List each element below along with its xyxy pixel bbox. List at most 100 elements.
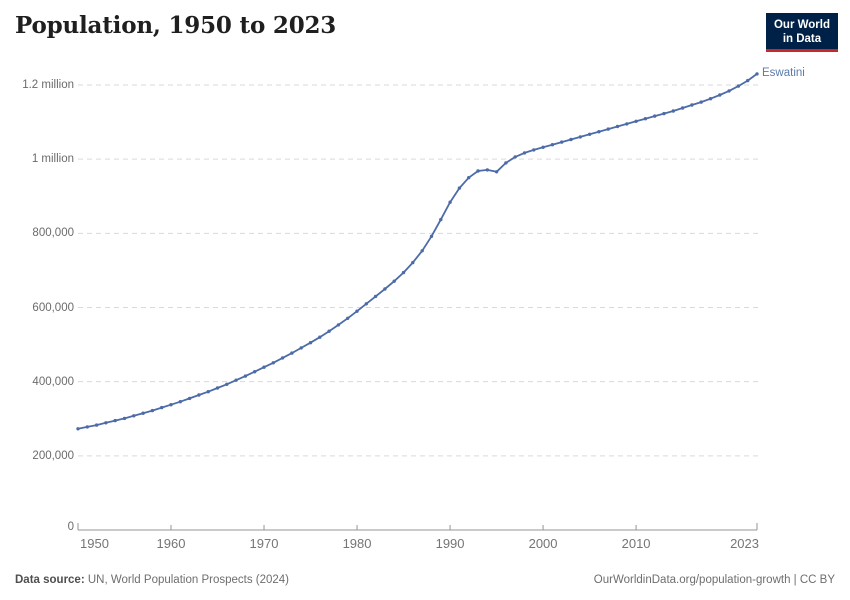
data-point-marker[interactable] (383, 287, 387, 291)
data-point-marker[interactable] (653, 114, 657, 118)
y-tick-label: 600,000 (32, 301, 74, 314)
data-point-marker[interactable] (392, 279, 396, 283)
data-point-marker[interactable] (550, 143, 555, 147)
data-point-marker[interactable] (513, 155, 517, 159)
entity-label-eswatini: Eswatini (762, 66, 805, 79)
data-point-marker[interactable] (755, 72, 759, 76)
data-point-marker[interactable] (206, 390, 210, 394)
x-tick-label: 1960 (156, 536, 186, 551)
data-point-marker[interactable] (522, 151, 527, 155)
data-point-marker[interactable] (364, 302, 368, 306)
data-point-marker[interactable] (94, 423, 99, 427)
data-point-marker[interactable] (625, 122, 629, 126)
data-point-marker[interactable] (467, 176, 471, 180)
data-point-marker[interactable] (150, 408, 155, 413)
data-point-marker[interactable] (308, 341, 313, 345)
data-point-marker[interactable] (671, 109, 675, 113)
data-point-marker[interactable] (746, 78, 750, 83)
data-point-marker[interactable] (299, 346, 303, 350)
data-point-marker[interactable] (504, 161, 508, 165)
footer-citation-link[interactable]: OurWorldinData.org/population-growth | C… (593, 574, 835, 586)
data-point-marker[interactable] (373, 294, 378, 299)
data-point-marker[interactable] (429, 234, 434, 238)
x-tick-label: 2023 (730, 536, 759, 551)
data-point-marker[interactable] (708, 97, 713, 101)
data-point-marker[interactable] (532, 148, 536, 152)
data-point-marker[interactable] (736, 84, 741, 88)
owid-logo[interactable]: Our World in Data (765, 13, 838, 52)
data-point-marker[interactable] (643, 117, 648, 121)
x-tick-label: 1970 (249, 536, 279, 551)
data-point-marker[interactable] (690, 103, 694, 107)
data-point-marker[interactable] (597, 130, 601, 134)
data-point-marker[interactable] (132, 414, 136, 418)
data-point-marker[interactable] (327, 329, 331, 333)
data-point-marker[interactable] (355, 309, 359, 313)
data-point-marker[interactable] (560, 140, 564, 144)
data-point-marker[interactable] (680, 106, 685, 110)
data-source-note: Data source: UN, World Population Prospe… (15, 574, 289, 586)
population-line[interactable] (77, 73, 758, 430)
x-tick-label: 1950 (80, 536, 109, 551)
data-point-marker[interactable] (178, 400, 182, 404)
data-point-marker[interactable] (634, 119, 638, 124)
page-title: Population, 1950 to 2023 (15, 12, 337, 39)
data-point-marker[interactable] (587, 132, 592, 136)
y-tick-label: 1 million (31, 153, 74, 166)
data-point-marker[interactable] (318, 335, 322, 339)
data-point-marker[interactable] (290, 351, 294, 355)
data-point-marker[interactable] (439, 217, 443, 222)
data-point-marker[interactable] (578, 135, 582, 139)
data-point-marker[interactable] (113, 418, 117, 423)
y-tick-label: 400,000 (32, 375, 74, 388)
data-source-text[interactable]: UN, World Population Prospects (2024) (87, 574, 290, 586)
data-point-marker[interactable] (718, 93, 722, 97)
x-tick-label: 2000 (528, 536, 558, 551)
data-point-marker[interactable] (169, 403, 173, 407)
data-point-marker[interactable] (476, 169, 480, 173)
data-point-marker[interactable] (569, 137, 573, 142)
data-point-marker[interactable] (420, 249, 424, 253)
data-point-marker[interactable] (662, 111, 666, 116)
data-point-marker[interactable] (494, 170, 499, 174)
data-point-marker[interactable] (541, 145, 545, 149)
data-point-marker[interactable] (346, 316, 350, 320)
data-point-marker[interactable] (271, 361, 275, 365)
data-point-marker[interactable] (225, 382, 229, 386)
data-point-marker[interactable] (122, 416, 127, 421)
data-point-marker[interactable] (485, 168, 489, 172)
owid-logo-line2: in Data (782, 33, 822, 45)
data-point-marker[interactable] (411, 260, 415, 265)
data-point-marker[interactable] (262, 365, 266, 369)
data-point-marker[interactable] (401, 270, 406, 275)
data-point-marker[interactable] (160, 405, 164, 410)
y-tick-label: 200,000 (32, 449, 74, 462)
data-point-marker[interactable] (215, 386, 220, 390)
x-tick-label: 1990 (435, 536, 465, 551)
x-tick-label: 1980 (342, 536, 372, 551)
data-point-marker[interactable] (606, 127, 610, 131)
data-point-marker[interactable] (615, 124, 620, 129)
data-point-marker[interactable] (253, 370, 257, 374)
data-point-marker[interactable] (448, 200, 452, 204)
data-point-marker[interactable] (197, 393, 201, 397)
data-point-marker[interactable] (104, 421, 108, 425)
y-tick-label: 1.2 million (22, 79, 74, 91)
data-point-marker[interactable] (336, 323, 341, 327)
chart-footer: Data source: UN, World Population Prospe… (15, 574, 835, 586)
data-point-marker[interactable] (243, 374, 248, 378)
x-tick-label: 2010 (621, 536, 651, 551)
data-point-marker[interactable] (85, 425, 90, 429)
data-point-marker[interactable] (76, 427, 80, 431)
data-point-marker[interactable] (280, 356, 285, 360)
data-source-label: Data source: (15, 574, 85, 586)
data-point-marker[interactable] (141, 411, 145, 415)
data-point-marker[interactable] (457, 186, 462, 190)
data-point-marker[interactable] (234, 378, 238, 382)
data-point-marker[interactable] (187, 396, 192, 401)
data-point-marker[interactable] (699, 100, 703, 104)
data-point-marker[interactable] (727, 89, 731, 93)
owid-logo-line1: Our World (773, 19, 830, 31)
